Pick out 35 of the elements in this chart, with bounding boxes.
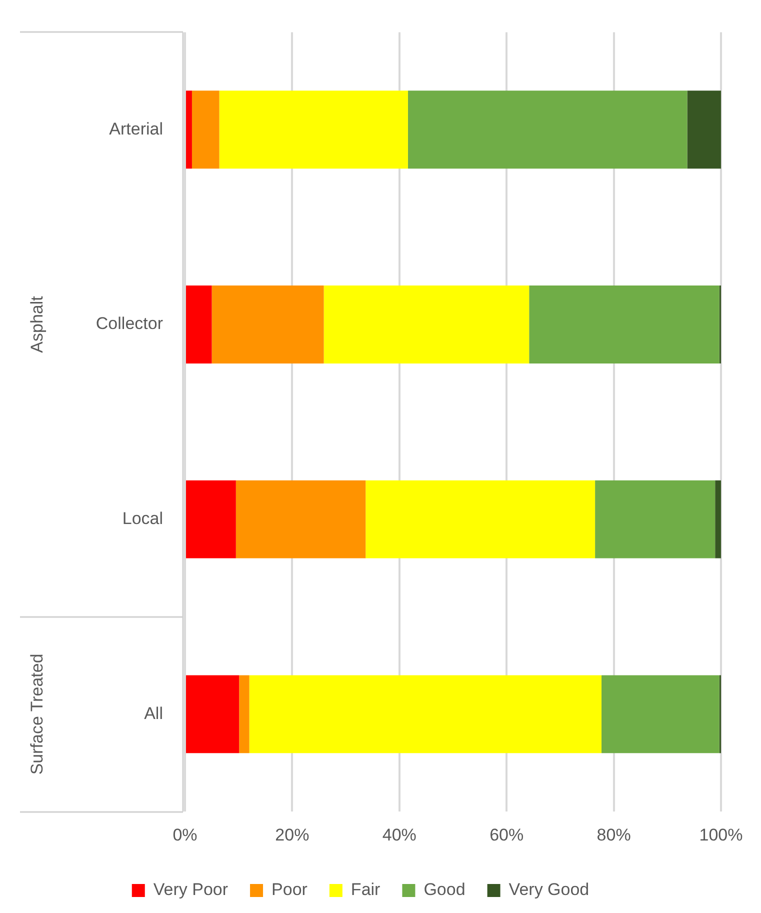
y-tick-label: Collector: [96, 314, 164, 334]
bar: [529, 286, 720, 364]
bar: [324, 286, 530, 364]
x-tick-label: 80%: [596, 825, 631, 844]
bar: [601, 675, 720, 754]
bar: [595, 480, 716, 558]
bar: [186, 286, 212, 364]
legend-label: Poor: [272, 880, 308, 900]
bar: [186, 90, 192, 169]
bar: [715, 480, 721, 558]
y-tick-label: Local: [122, 509, 163, 528]
y-tick-label: Arterial: [109, 119, 163, 138]
bar: [687, 90, 721, 169]
bar: [186, 480, 236, 558]
y-tick-label: All: [144, 704, 163, 723]
legend-label: Very Good: [508, 880, 590, 900]
legend-label: Very Poor: [153, 880, 228, 900]
x-tick-label: 60%: [490, 825, 524, 844]
text: Asphalt: [28, 296, 47, 353]
text: Surface Treated: [28, 654, 47, 775]
bar: [186, 675, 240, 754]
x-tick-label: 40%: [382, 825, 416, 844]
x-tick-label: 20%: [275, 825, 310, 844]
bar: [212, 286, 324, 364]
bar: [236, 480, 366, 558]
x-tick-label: 100%: [699, 825, 743, 844]
bar: [239, 675, 250, 754]
legend-label: Fair: [350, 880, 381, 900]
bar: [192, 90, 220, 169]
x-tick-label: 0%: [172, 825, 198, 844]
bar: [219, 90, 408, 169]
bar: [249, 675, 602, 754]
bar: [408, 90, 688, 169]
bar: [366, 480, 596, 558]
legend-label: Good: [424, 880, 466, 900]
